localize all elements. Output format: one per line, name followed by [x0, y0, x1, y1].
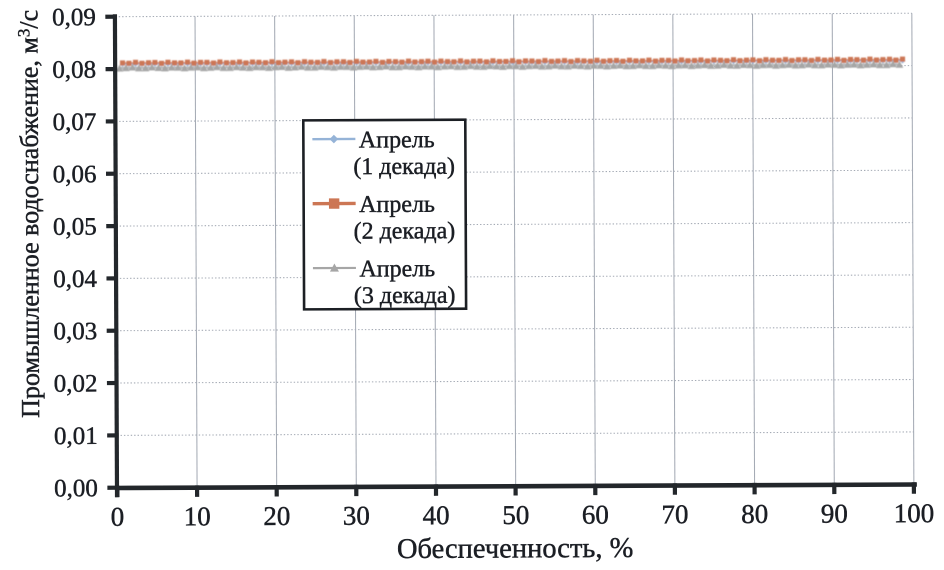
svg-text:100: 100 [894, 498, 935, 528]
svg-text:0,05: 0,05 [53, 214, 97, 241]
svg-text:0,04: 0,04 [53, 266, 97, 293]
svg-text:Обеспеченность, %: Обеспеченность, % [397, 533, 634, 565]
svg-text:0,08: 0,08 [52, 57, 96, 84]
svg-text:(3 декада): (3 декада) [354, 283, 456, 309]
svg-text:40: 40 [423, 500, 450, 530]
svg-text:0,07: 0,07 [52, 109, 96, 136]
svg-text:60: 60 [582, 500, 609, 530]
svg-text:50: 50 [502, 500, 529, 530]
svg-text:20: 20 [263, 501, 290, 531]
svg-text:90: 90 [821, 499, 848, 529]
svg-text:(2 декада): (2 декада) [354, 218, 456, 244]
svg-text:Апрель: Апрель [359, 127, 435, 153]
svg-text:0,01: 0,01 [54, 423, 98, 450]
svg-text:0: 0 [111, 502, 125, 532]
svg-text:0,03: 0,03 [53, 318, 97, 345]
svg-text:0,09: 0,09 [52, 4, 96, 31]
svg-text:0,02: 0,02 [54, 370, 98, 397]
svg-text:0,06: 0,06 [53, 161, 97, 188]
svg-text:Промышленное водоснабжение, м3: Промышленное водоснабжение, м3/с [14, 10, 45, 418]
svg-text:Апрель: Апрель [359, 192, 435, 218]
svg-text:0,00: 0,00 [54, 475, 98, 502]
svg-text:80: 80 [741, 499, 768, 529]
svg-text:70: 70 [661, 499, 688, 529]
svg-text:10: 10 [184, 501, 211, 531]
svg-text:Апрель: Апрель [359, 256, 435, 282]
svg-text:30: 30 [343, 501, 370, 531]
svg-text:(1 декада): (1 декада) [353, 154, 455, 180]
